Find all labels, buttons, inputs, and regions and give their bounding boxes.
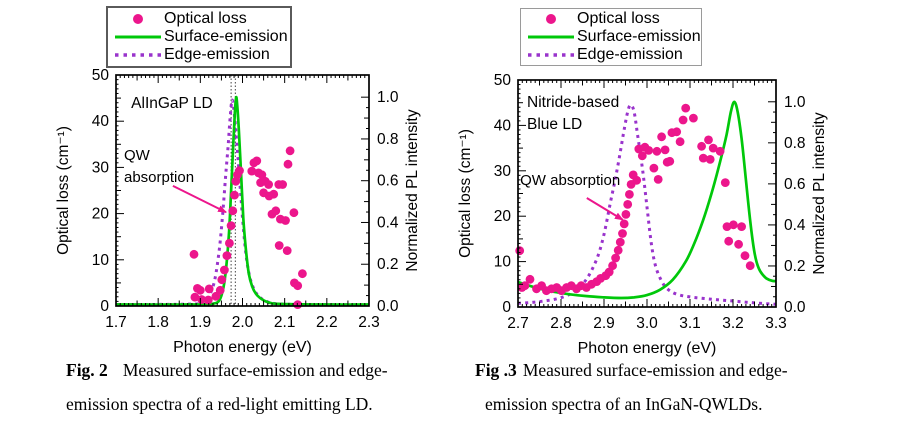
svg-text:Nitride-based: Nitride-based [527,94,619,111]
legend-item-surface-emission: Surface-emission [112,28,288,46]
svg-text:0.6: 0.6 [784,176,806,193]
svg-text:30: 30 [92,159,110,176]
svg-text:0.4: 0.4 [784,217,806,234]
svg-text:0.4: 0.4 [377,214,399,231]
fig3-caption-line2: emission spectra of an InGaN-QWLDs. [485,394,763,414]
svg-text:3.3: 3.3 [765,315,787,332]
legend-item-optical-loss: Optical loss [112,10,286,28]
dashed-marker-icon [525,48,577,62]
svg-text:2.0: 2.0 [232,314,254,331]
fig3-chart: 2.7 2.8 2.9 3.0 3.1 3.2 3.3 0 10 20 30 40 50 0.0 0.2 0.… [457,72,828,357]
svg-text:2.9: 2.9 [593,315,615,332]
svg-text:Photon energy (eV): Photon energy (eV) [578,340,717,357]
svg-text:Optical loss (cm⁻¹): Optical loss (cm⁻¹) [55,126,72,255]
dot-marker-icon [112,12,164,26]
tick-labels: 2.7 2.8 2.9 3.0 3.1 3.2 3.3 0 10 20 30 40 50 0.0 0.2 0.… [494,72,806,332]
fig2-chart: 1.7 1.8 1.9 2.0 2.1 2.2 2.3 0 10 20 30 40 50 0.0 0.2 0.… [55,67,421,356]
solid-marker-icon [112,30,164,44]
svg-text:50: 50 [92,67,110,84]
fig2-caption-text: Measured surface-emission and edge- [122,360,388,380]
legend-item-edge-emission: Edge-emission [525,46,697,64]
tick-labels: 1.7 1.8 1.9 2.0 2.1 2.2 2.3 0 10 20 30 40 50 0.0 0.2 0.… [92,67,399,331]
svg-text:20: 20 [92,206,110,223]
svg-text:30: 30 [494,163,512,180]
qw-absorption-annotation: QW absorption [520,172,624,221]
svg-text:Optical loss (cm⁻¹): Optical loss (cm⁻¹) [457,129,474,258]
svg-text:0.2: 0.2 [784,258,806,275]
axis-titles: Photon energy (eV) Optical loss (cm⁻¹) Nor… [457,112,828,357]
legend-item-optical-loss: Optical loss [525,10,697,28]
device-label: AlInGaP LD [131,95,213,112]
svg-text:0.0: 0.0 [377,298,399,315]
dot-marker-icon [525,12,577,26]
svg-text:1.0: 1.0 [377,89,399,106]
legend-fig2: Optical loss Surface-emission Edge-emissio… [106,6,292,68]
svg-text:3.2: 3.2 [722,315,744,332]
svg-text:1.0: 1.0 [784,94,806,111]
svg-text:2.8: 2.8 [550,315,572,332]
svg-text:0.6: 0.6 [377,173,399,190]
fig2-caption-line2: emission spectra of a red-light emitting… [66,394,373,414]
legend-label: Edge-emission [577,46,683,63]
svg-text:1.8: 1.8 [147,314,169,331]
svg-text:0: 0 [502,299,511,316]
svg-text:10: 10 [494,254,512,271]
fig3-caption: Fig .3 Measured surface-emission and edge… [475,360,788,415]
optical-loss-scatter [189,146,307,309]
svg-text:1.9: 1.9 [190,314,212,331]
fig3-caption-text: Measured surface-emission and edge- [522,360,788,380]
svg-text:50: 50 [494,72,512,89]
svg-text:QW absorption: QW absorption [520,172,620,189]
legend-label: Edge-emission [164,46,270,63]
svg-text:AlInGaP LD: AlInGaP LD [131,95,213,112]
legend-label: Optical loss [577,10,660,27]
svg-text:1.7: 1.7 [105,314,127,331]
svg-text:2.7: 2.7 [507,315,529,332]
svg-text:Blue LD: Blue LD [527,116,582,133]
svg-text:10: 10 [92,252,110,269]
svg-text:3.0: 3.0 [636,315,658,332]
legend-item-surface-emission: Surface-emission [525,28,701,46]
tick-marks [517,79,777,308]
fig2-caption-number: Fig. 2 [66,360,108,380]
fig2-caption: Fig. 2 Measured surface-emission and edge… [66,360,388,415]
edge-emission-curve [517,103,777,306]
legend-label: Surface-emission [164,28,288,45]
svg-text:0.0: 0.0 [784,299,806,316]
qw-absorption-annotation: QW absorption [124,147,227,214]
surface-emission-curve [115,95,370,306]
fig2-caption-line1: Fig. 2 Measured surface-emission and edge… [66,360,388,381]
svg-text:0.8: 0.8 [784,135,806,152]
svg-text:2.1: 2.1 [274,314,296,331]
legend-fig3: Optical loss Surface-emission Edge-emissio… [520,8,702,66]
axis-titles: Photon energy (eV) Optical loss (cm⁻¹) Nor… [55,109,421,356]
svg-text:2.2: 2.2 [316,314,338,331]
svg-text:absorption: absorption [124,169,194,186]
surface-emission-curve [517,100,777,300]
svg-text:20: 20 [494,208,512,225]
legend-item-edge-emission: Edge-emission [112,46,286,64]
svg-text:Photon energy (eV): Photon energy (eV) [173,339,312,356]
dashed-marker-icon [112,48,164,62]
legend-label: Optical loss [164,10,247,27]
svg-text:Normalized PL intensity: Normalized PL intensity [811,112,828,274]
svg-text:3.1: 3.1 [679,315,701,332]
fig3-caption-number: Fig .3 [475,360,517,380]
svg-text:40: 40 [494,117,512,134]
tick-marks [115,74,370,307]
fig3-caption-line1: Fig .3 Measured surface-emission and edge… [475,360,788,381]
svg-text:2.3: 2.3 [358,314,380,331]
svg-text:0: 0 [100,298,109,315]
svg-text:40: 40 [92,113,110,130]
svg-text:0.8: 0.8 [377,131,399,148]
svg-text:QW: QW [124,147,151,164]
svg-text:0.2: 0.2 [377,256,399,273]
legend-label: Surface-emission [577,28,701,45]
svg-text:Normalized PL intensity: Normalized PL intensity [404,109,421,271]
optical-loss-scatter [515,103,755,296]
device-label: Nitride-based Blue LD [527,94,619,133]
solid-marker-icon [525,30,577,44]
